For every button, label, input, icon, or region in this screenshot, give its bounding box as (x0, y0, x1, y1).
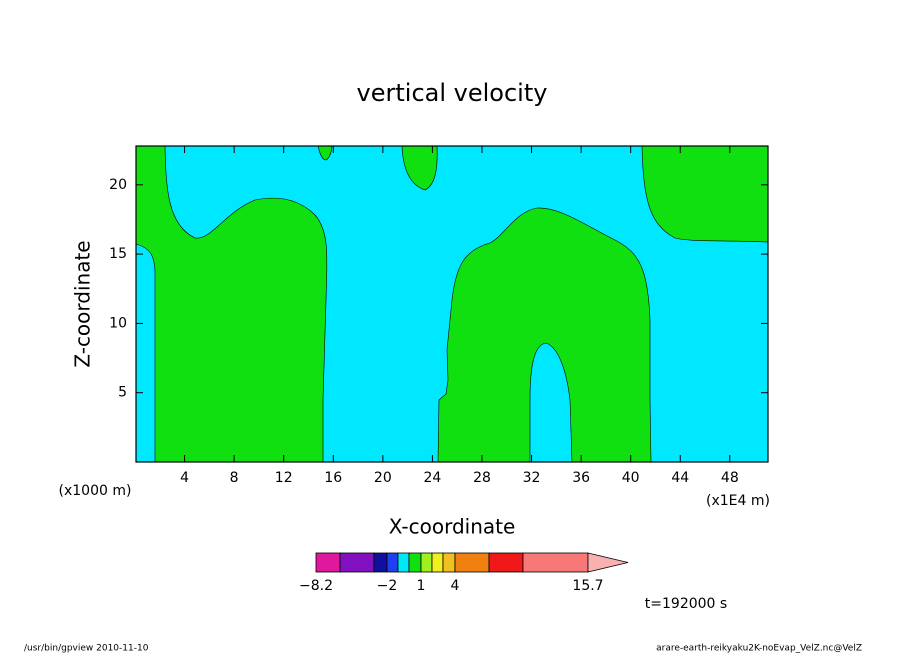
contour-region (437, 207, 652, 463)
y-axis-title: Z-coordinate (71, 240, 95, 367)
colorbar-box (442, 552, 456, 573)
contour-region (135, 145, 328, 463)
x-axis-title: X-coordinate (389, 515, 516, 539)
y-tick-label: 20 (109, 177, 127, 193)
colorbar-box (420, 552, 433, 573)
colorbar-tick-label: 4 (451, 578, 460, 594)
chart-title: vertical velocity (357, 79, 548, 107)
footer-left: /usr/bin/gpview 2010-11-10 (24, 644, 149, 654)
colorbar-arrow (587, 552, 629, 573)
x-tick-label: 32 (523, 470, 541, 486)
colorbar-box (488, 552, 524, 573)
x-tick-label: 36 (572, 470, 590, 486)
x-tick-label: 20 (374, 470, 392, 486)
x-unit-label: (x1000 m) (59, 483, 132, 499)
colorbar-tick-label: −8.2 (299, 578, 333, 594)
colorbar-box (431, 552, 444, 573)
plot-frame (135, 145, 769, 463)
y-tick-label: 10 (109, 315, 127, 331)
x-unit-label-right: (x1E4 m) (706, 493, 770, 509)
colorbar-box (397, 552, 410, 573)
colorbar (315, 552, 629, 573)
x-tick-label: 28 (473, 470, 491, 486)
x-tick-label: 48 (721, 470, 739, 486)
colorbar-tick-label: 15.7 (572, 578, 603, 594)
colorbar-box (315, 552, 341, 573)
colorbar-box (454, 552, 490, 573)
colorbar-tick-label: 1 (417, 578, 426, 594)
y-tick-label: 5 (118, 385, 127, 401)
x-tick-label: 44 (671, 470, 689, 486)
colorbar-box (522, 552, 589, 573)
footer-right: arare-earth-reikyaku2K-noEvap_VelZ.nc@Ve… (656, 644, 862, 654)
colorbar-box (373, 552, 388, 573)
colorbar-box (339, 552, 375, 573)
time-label: t=192000 s (645, 596, 727, 612)
x-tick-label: 12 (275, 470, 293, 486)
colorbar-box (408, 552, 422, 573)
x-tick-label: 8 (230, 470, 239, 486)
contour-field (135, 145, 769, 463)
x-tick-label: 16 (324, 470, 342, 486)
contour-region (641, 145, 769, 243)
y-tick-label: 15 (109, 246, 127, 262)
x-tick-label: 24 (423, 470, 441, 486)
colorbar-tick-label: −2 (377, 578, 398, 594)
contour-region (401, 145, 438, 191)
x-tick-label: 40 (622, 470, 640, 486)
contour-region (317, 145, 333, 161)
x-tick-label: 4 (180, 470, 189, 486)
colorbar-box (386, 552, 399, 573)
